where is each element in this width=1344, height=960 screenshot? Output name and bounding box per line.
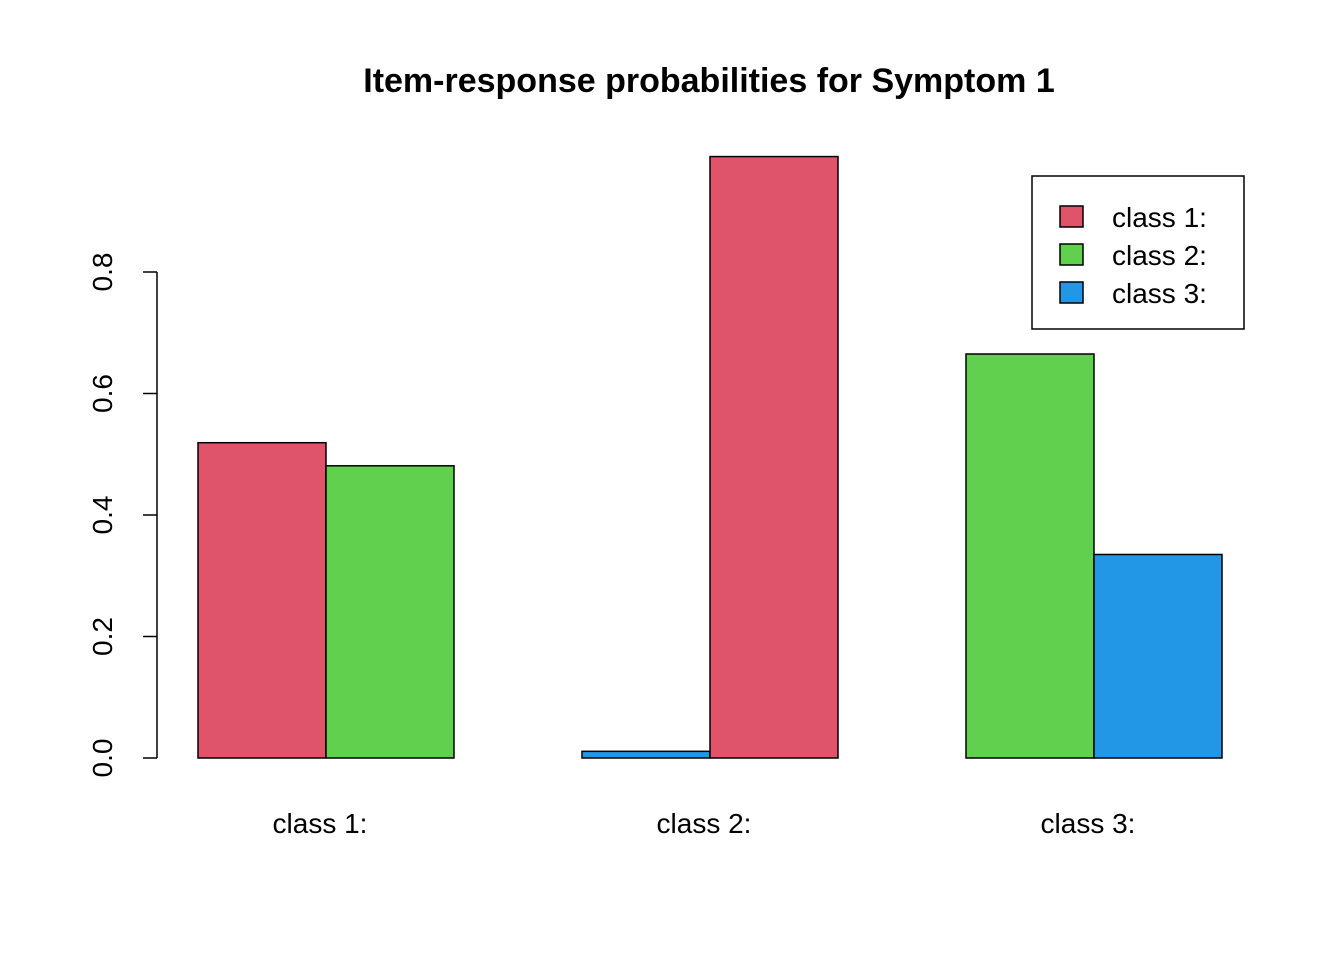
y-tick-label: 0.6 (87, 374, 118, 413)
legend-label: class 1: (1112, 202, 1207, 233)
category-labels: class 1: class 2: class 3: (273, 808, 1136, 839)
bar-class-1-series-2 (325, 465, 455, 759)
y-tick-label: 0.4 (87, 496, 118, 535)
legend-swatch (1059, 281, 1084, 304)
legend-swatch (1059, 243, 1084, 266)
bar-class-1-series-1 (197, 441, 327, 759)
x-tick-label: class 1: (273, 808, 368, 839)
bar-class-2-series-1 (709, 155, 839, 759)
legend: class 1: class 2: class 3: (1031, 175, 1245, 330)
bars (197, 155, 1223, 759)
bar-class-2-series-3 (581, 750, 711, 759)
legend-label: class 2: (1112, 240, 1207, 271)
y-tick-label: 0.0 (87, 739, 118, 778)
y-axis: 0.0 0.2 0.4 0.6 0.8 (87, 253, 158, 778)
chart-title: Item-response probabilities for Symptom … (363, 62, 1054, 100)
legend-swatch (1059, 205, 1084, 228)
bar-class-3-series-3 (1093, 553, 1223, 759)
x-tick-label: class 3: (1041, 808, 1136, 839)
bar-class-3-series-2 (965, 353, 1095, 759)
legend-label: class 3: (1112, 278, 1207, 309)
y-tick-label: 0.2 (87, 617, 118, 656)
y-tick-label: 0.8 (87, 253, 118, 292)
x-tick-label: class 2: (657, 808, 752, 839)
